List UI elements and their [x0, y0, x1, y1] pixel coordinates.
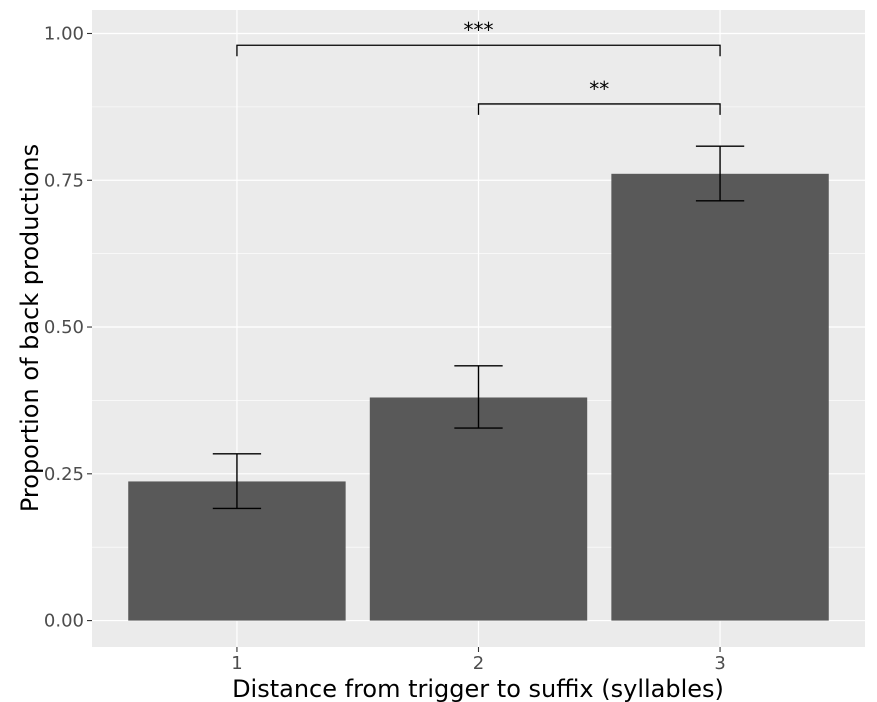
y-tick-label: 0.00: [44, 611, 84, 632]
y-tick-label: 0.75: [44, 170, 84, 191]
y-tick-label: 1.00: [44, 23, 84, 44]
bar-3: [611, 173, 829, 621]
significance-bracket-2: [477, 103, 721, 115]
x-tick-label: 3: [714, 653, 725, 674]
bars: [128, 173, 829, 621]
y-tick-label: 0.50: [44, 317, 84, 338]
significance-brackets: *****: [236, 18, 721, 115]
significance-label-1: ***: [464, 18, 494, 42]
y-tick-label: 0.25: [44, 464, 84, 485]
x-tick-label: 2: [473, 653, 484, 674]
x-axis: 1 2 3: [231, 647, 726, 674]
error-bars: [212, 145, 745, 510]
bar-2: [369, 397, 588, 621]
y-axis: 0.00 0.25 0.50 0.75 1.00: [44, 23, 92, 632]
significance-bracket-1: [236, 44, 721, 57]
y-axis-title: Proportion of back productions: [16, 144, 44, 512]
x-tick-label: 1: [231, 653, 242, 674]
x-axis-title: Distance from trigger to suffix (syllabl…: [232, 675, 724, 702]
significance-label-2: **: [589, 77, 609, 101]
